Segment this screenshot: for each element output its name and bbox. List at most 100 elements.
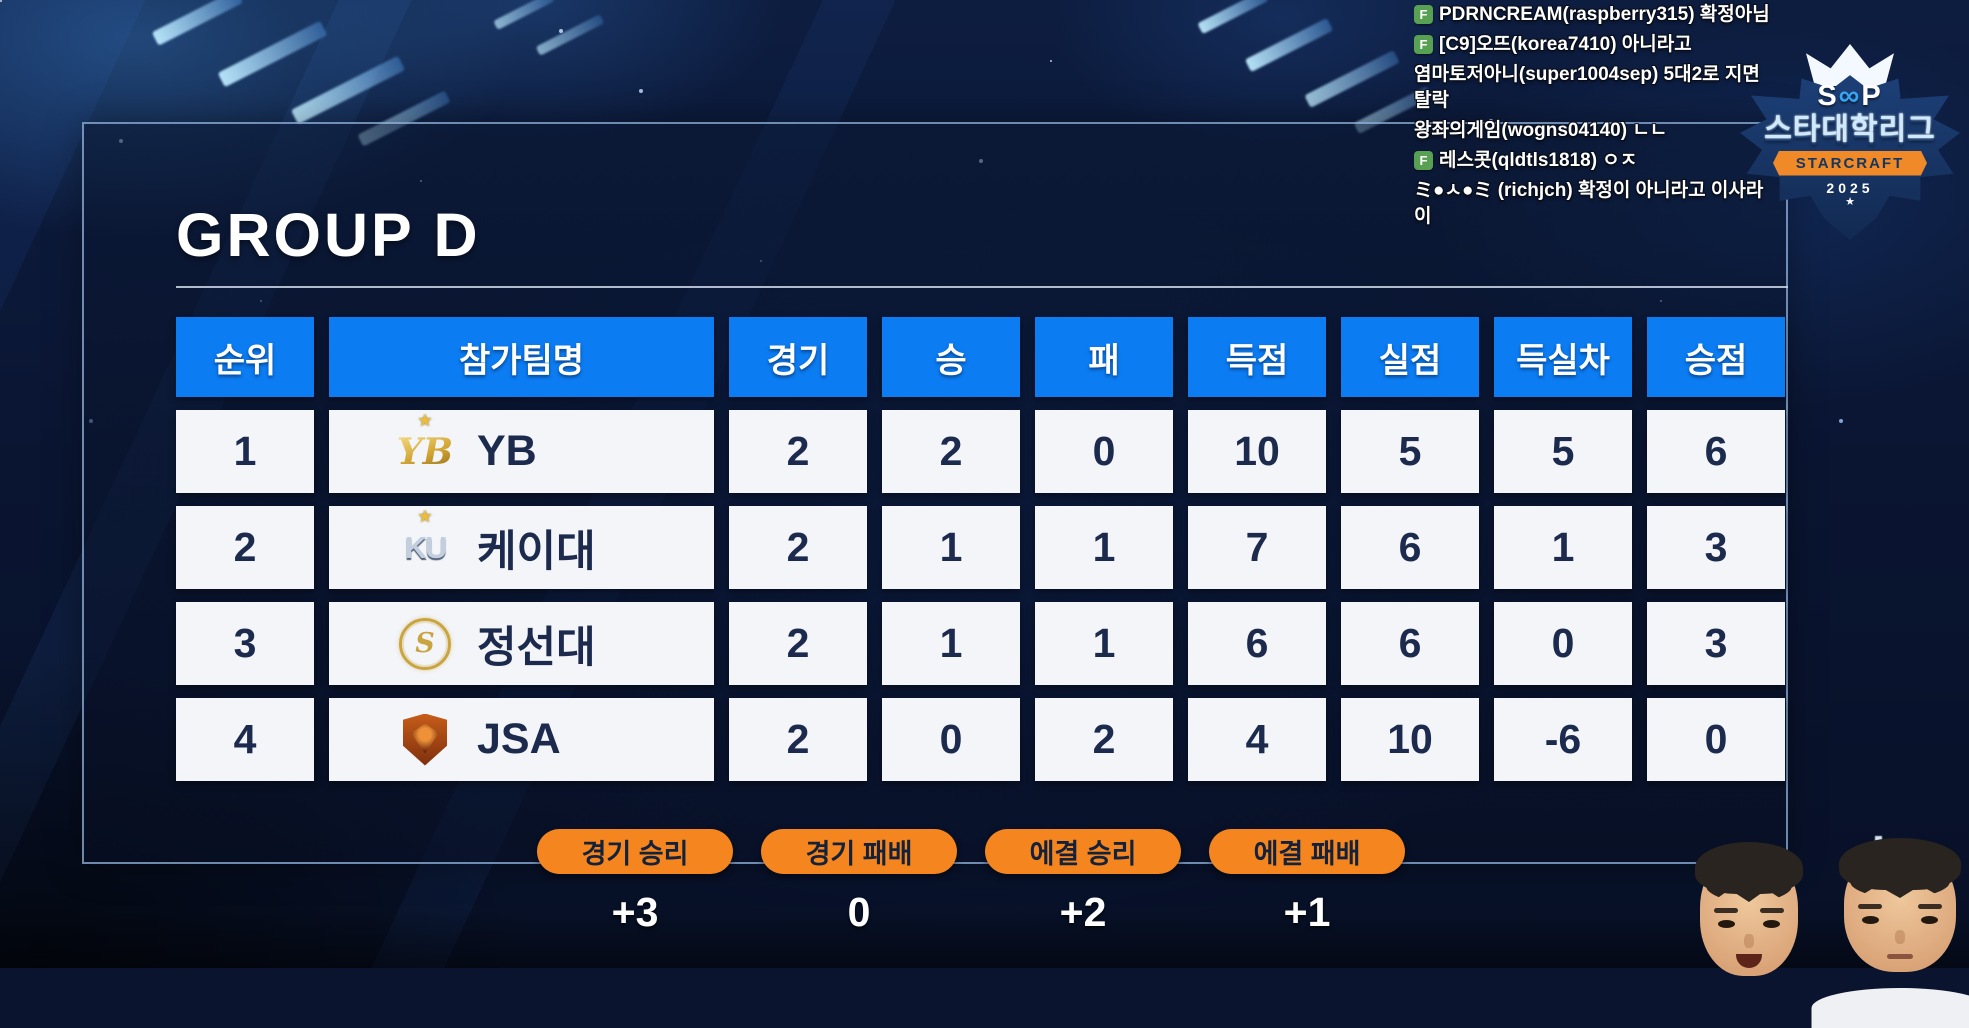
legend-value: +1 xyxy=(1284,889,1331,936)
legend-item: 에결 패배 +1 xyxy=(1209,829,1405,936)
league-name: 스타대학리그 xyxy=(1740,114,1960,146)
col-header-score: 승점 xyxy=(1647,317,1785,397)
chat-message: 염마토저아니(super1004sep) 5대2로 지면 탈락 xyxy=(1414,62,1776,114)
title-divider xyxy=(176,286,1788,288)
stat-cell: 6 xyxy=(1341,602,1479,685)
star-icon: ★ xyxy=(1740,197,1960,208)
legend-item: 에결 승리 +2 xyxy=(985,829,1181,936)
league-year: 2025 xyxy=(1740,180,1960,196)
stat-cell: 1 xyxy=(882,602,1020,685)
stat-cell: 2 xyxy=(882,410,1020,493)
team-logo-jeongseon: S xyxy=(393,612,457,676)
stat-cell: 10 xyxy=(1188,410,1326,493)
stat-cell: 0 xyxy=(882,698,1020,781)
stat-cell: 1 xyxy=(882,506,1020,589)
ceiling-light xyxy=(1197,0,1268,34)
stat-cell: 0 xyxy=(1035,410,1173,493)
col-header-rank: 순위 xyxy=(176,317,314,397)
rank-cell: 1 xyxy=(176,410,314,493)
team-cell: ★ KU 케이대 xyxy=(329,506,714,589)
ceiling-light xyxy=(536,14,605,56)
shield-icon xyxy=(403,714,447,766)
stat-cell: 2 xyxy=(729,698,867,781)
ceiling-light xyxy=(218,21,328,87)
stat-cell: 6 xyxy=(1647,410,1785,493)
legend-item: 경기 승리 +3 xyxy=(537,829,733,936)
legend-value: +2 xyxy=(1060,889,1107,936)
team-logo-yb: ★ YB xyxy=(393,420,457,484)
team-cell: JSA xyxy=(329,698,714,781)
col-header-team: 참가팀명 xyxy=(329,317,714,397)
fan-badge-icon: F xyxy=(1414,5,1433,24)
stat-cell: 2 xyxy=(729,602,867,685)
rank-cell: 4 xyxy=(176,698,314,781)
hair xyxy=(1695,842,1803,894)
bokeh-dots xyxy=(0,0,2,2)
hair xyxy=(1839,838,1961,890)
legend-value: +3 xyxy=(612,889,659,936)
legend-pill: 에결 승리 xyxy=(985,829,1181,874)
scoring-legend: 경기 승리 +3 경기 패배 0 에결 승리 +2 에결 패배 +1 xyxy=(537,829,1405,936)
laurel-ring-icon: S xyxy=(399,618,451,670)
stat-cell: 0 xyxy=(1647,698,1785,781)
team-name: 정선대 xyxy=(477,613,596,675)
team-logo-jsa xyxy=(393,708,457,772)
ceiling-light xyxy=(291,56,405,125)
soop-league-logo: S∞P 스타대학리그 STARCRAFT 2025 ★ xyxy=(1740,44,1960,240)
stat-cell: 6 xyxy=(1341,506,1479,589)
standings-table: 순위 참가팀명 경기 승 패 득점 실점 득실차 승점 1 ★ YB YB 2 … xyxy=(176,317,1785,781)
ceiling-light xyxy=(152,0,243,46)
caster-face-left xyxy=(1697,850,1801,1014)
stat-cell: 4 xyxy=(1188,698,1326,781)
star-icon: ★ xyxy=(417,412,432,429)
stat-cell: 1 xyxy=(1035,602,1173,685)
ceiling-light xyxy=(1304,50,1399,108)
chat-message: F[C9]오뜨(korea7410) 아니라고 xyxy=(1414,32,1776,58)
col-header-points-for: 득점 xyxy=(1188,317,1326,397)
rank-cell: 3 xyxy=(176,602,314,685)
caster-face-right xyxy=(1841,846,1959,1002)
rank-cell: 2 xyxy=(176,506,314,589)
team-name: 케이대 xyxy=(477,517,596,579)
legend-pill: 경기 패배 xyxy=(761,829,957,874)
stat-cell: 3 xyxy=(1647,602,1785,685)
stat-cell: 3 xyxy=(1647,506,1785,589)
infinity-icon: ∞ xyxy=(1839,80,1862,112)
team-name: JSA xyxy=(477,715,561,764)
chat-message: 왕좌의게임(wogns04140) ㄴㄴ xyxy=(1414,118,1776,144)
stat-cell: 2 xyxy=(1035,698,1173,781)
col-header-diff: 득실차 xyxy=(1494,317,1632,397)
stat-cell: 5 xyxy=(1341,410,1479,493)
legend-pill: 경기 승리 xyxy=(537,829,733,874)
team-cell: ★ YB YB xyxy=(329,410,714,493)
col-header-wins: 승 xyxy=(882,317,1020,397)
chat-message: ミ●ㅅ●ミ (richjch) 확정이 아니라고 이사라이 xyxy=(1414,178,1776,230)
star-icon: ★ xyxy=(417,508,432,525)
stat-cell: 6 xyxy=(1188,602,1326,685)
legend-value: 0 xyxy=(848,889,871,936)
fan-badge-icon: F xyxy=(1414,151,1433,170)
ceiling-light xyxy=(1245,18,1333,72)
fan-badge-icon: F xyxy=(1414,35,1433,54)
col-header-points-against: 실점 xyxy=(1341,317,1479,397)
stat-cell: 0 xyxy=(1494,602,1632,685)
starcraft-ribbon: STARCRAFT xyxy=(1773,151,1927,176)
stat-cell: 1 xyxy=(1035,506,1173,589)
stat-cell: 2 xyxy=(729,410,867,493)
caster-webcam xyxy=(1669,848,1969,968)
team-cell: S 정선대 xyxy=(329,602,714,685)
stat-cell: 1 xyxy=(1494,506,1632,589)
team-name: YB xyxy=(477,427,537,476)
shirt xyxy=(1812,988,1969,1028)
stat-cell: 2 xyxy=(729,506,867,589)
soop-brand: S∞P xyxy=(1740,82,1960,111)
legend-pill: 에결 패배 xyxy=(1209,829,1405,874)
stat-cell: 7 xyxy=(1188,506,1326,589)
col-header-losses: 패 xyxy=(1035,317,1173,397)
ceiling-light xyxy=(493,0,555,30)
legend-item: 경기 패배 0 xyxy=(761,829,957,936)
stat-cell: 5 xyxy=(1494,410,1632,493)
